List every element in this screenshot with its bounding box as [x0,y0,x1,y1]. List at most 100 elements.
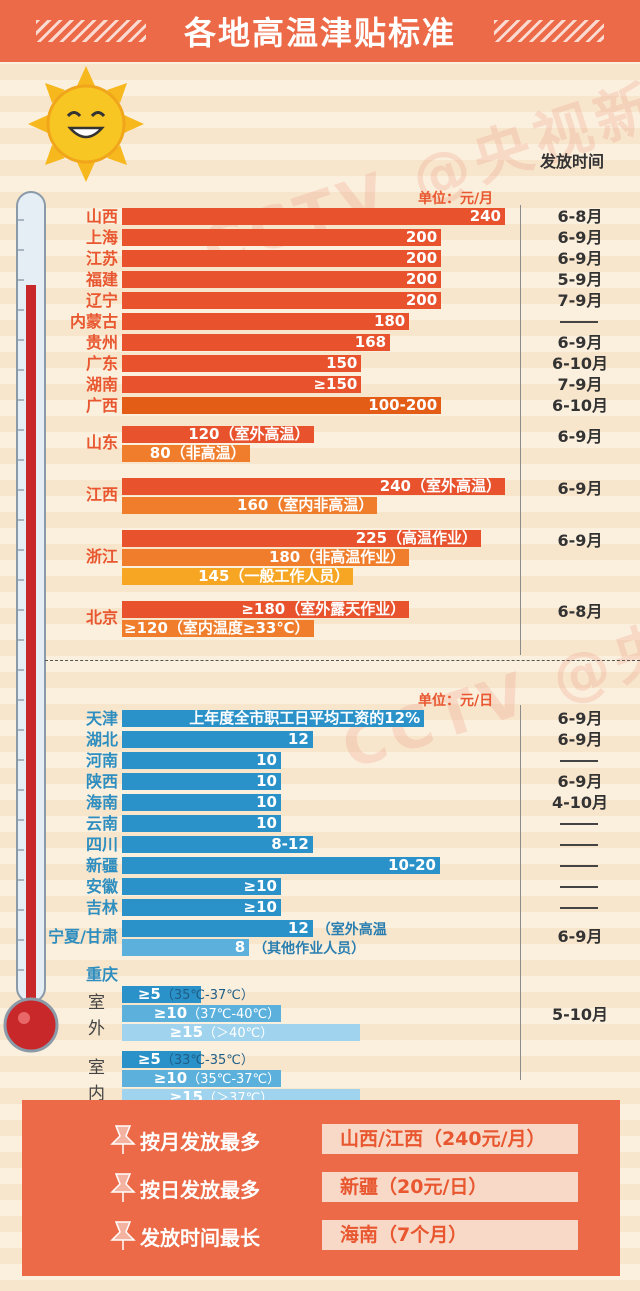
page-title: 各地高温津贴标准 [183,14,456,52]
period-label: 6-9月 [557,228,603,247]
bar-value: ≥5 [137,985,161,1003]
province-label: 广东 [85,354,118,373]
bar: 10 [122,794,281,811]
province-label: 山东 [85,433,118,452]
period-label: 6-9月 [557,927,603,946]
period-label: 7-9月 [557,291,603,310]
bar: ≥120（室内温度≥33℃） [122,620,314,637]
thermometer-icon [3,191,59,1053]
bar: ≥10 [122,899,281,916]
summary-value: 新疆（20元/日） [322,1172,578,1202]
period-dash [560,865,598,867]
summary-panel: 按月发放最多 山西/江西（240元/月） 按日发放最多 新疆（20元/日） 发放… [22,1100,620,1276]
bar: ≥10（37℃-40℃） [122,1005,281,1022]
pushpin-icon [110,1221,136,1250]
period-label: 6-9月 [557,730,603,749]
period-label: 5-9月 [557,270,603,289]
bar: 145（一般工作人员） [122,568,354,585]
summary-row: 按日发放最多 新疆（20元/日） [22,1168,620,1208]
period-label: 6-9月 [557,427,603,446]
province-label: 陕西 [85,772,118,791]
province-label: 海南 [85,793,118,812]
bar-value: ≥10 [153,1069,188,1087]
period-label: 6-9月 [557,709,603,728]
daily-unit-label: 单位：元/日 [418,693,494,709]
period-label: 6-10月 [551,354,609,373]
bar: ≥5（35℃-37℃） [122,985,254,1003]
province-label: 山西 [85,207,118,226]
bar: 12 [122,731,313,748]
period-dash [560,823,598,825]
bar: 12 [122,920,313,937]
bar-value: ≥15 [169,1023,204,1041]
bar: 120（室外高温） [122,426,314,443]
bar: 100-200 [122,397,442,414]
province-label: 湖南 [85,375,118,394]
section-label: 内 [88,1084,105,1104]
province-label: 北京 [85,608,118,627]
bar: 150 [122,355,362,372]
province-label: 安徽 [85,877,118,896]
period-label: 6-8月 [557,207,603,226]
bar: ≥15（＞40℃） [122,1024,360,1041]
bar: 10 [122,752,281,769]
province-label: 浙江 [85,546,118,566]
section-label: 室 [88,1058,105,1078]
bar-note: （37℃-40℃） [187,1007,281,1022]
header-banner: 各地高温津贴标准 [0,0,640,62]
province-label: 江西 [85,485,118,504]
bar: 80（非高温） [122,445,250,462]
summary-value: 海南（7个月） [322,1220,578,1250]
period-label: 6-10月 [551,396,609,415]
province-label: 贵州 [85,333,118,352]
province-label: 云南 [85,814,118,833]
province-label: 天津 [85,709,118,728]
province-label: 福建 [85,270,118,289]
province-label: 湖北 [85,730,118,749]
header-stripes-right [494,20,604,42]
province-label: 宁夏/甘肃 [48,927,118,946]
province-label: 重庆 [85,965,118,984]
period-label: 6-9月 [557,479,603,498]
period-label: 6-9月 [557,249,603,268]
bar: 240（室外高温） [122,478,505,495]
province-label: 广西 [85,396,118,415]
bar: ≥10（35℃-37℃） [122,1070,281,1087]
period-divider-top [520,205,521,655]
bar: ≥180（室外露天作业） [122,601,410,618]
period-header: 发放时间 [540,152,605,171]
province-label: 新疆 [85,856,118,875]
province-label: 四川 [85,835,118,854]
bar: 225（高温作业） [122,530,482,547]
bar: 200 [122,271,442,288]
period-label: 6-9月 [557,531,603,550]
province-label: 河南 [85,751,118,770]
bar: 180（非高温作业） [122,549,410,566]
bar-value: ≥5 [137,1050,161,1068]
period-dash [560,886,598,888]
summary-value: 山西/江西（240元/月） [322,1124,578,1154]
period-label: 4-10月 [551,793,609,812]
period-dash [560,321,598,323]
bar: 240 [122,208,505,225]
bar: 200 [122,292,442,309]
period-dash [560,760,598,762]
period-label: 6-9月 [557,772,603,791]
bar: 10 [122,815,281,832]
bar: 168 [122,334,391,351]
bar-note: （＞40℃） [203,1026,274,1041]
province-label: 上海 [85,228,118,247]
summary-label: 发放时间最长 [140,1226,260,1250]
pushpin-icon [110,1125,136,1154]
bar: 160（室内非高温） [122,497,378,514]
section-label: 外 [88,1019,105,1039]
bar: 10 [122,773,281,790]
bar-note: （35℃-37℃） [160,988,254,1003]
summary-row: 按月发放最多 山西/江西（240元/月） [22,1120,620,1160]
summary-row: 发放时间最长 海南（7个月） [22,1216,620,1256]
bar: 8 [122,939,250,956]
pushpin-icon [110,1173,136,1202]
bar-note: （35℃-37℃） [187,1072,281,1087]
province-label: 辽宁 [85,291,118,310]
period-label: 5-10月 [551,1005,609,1024]
